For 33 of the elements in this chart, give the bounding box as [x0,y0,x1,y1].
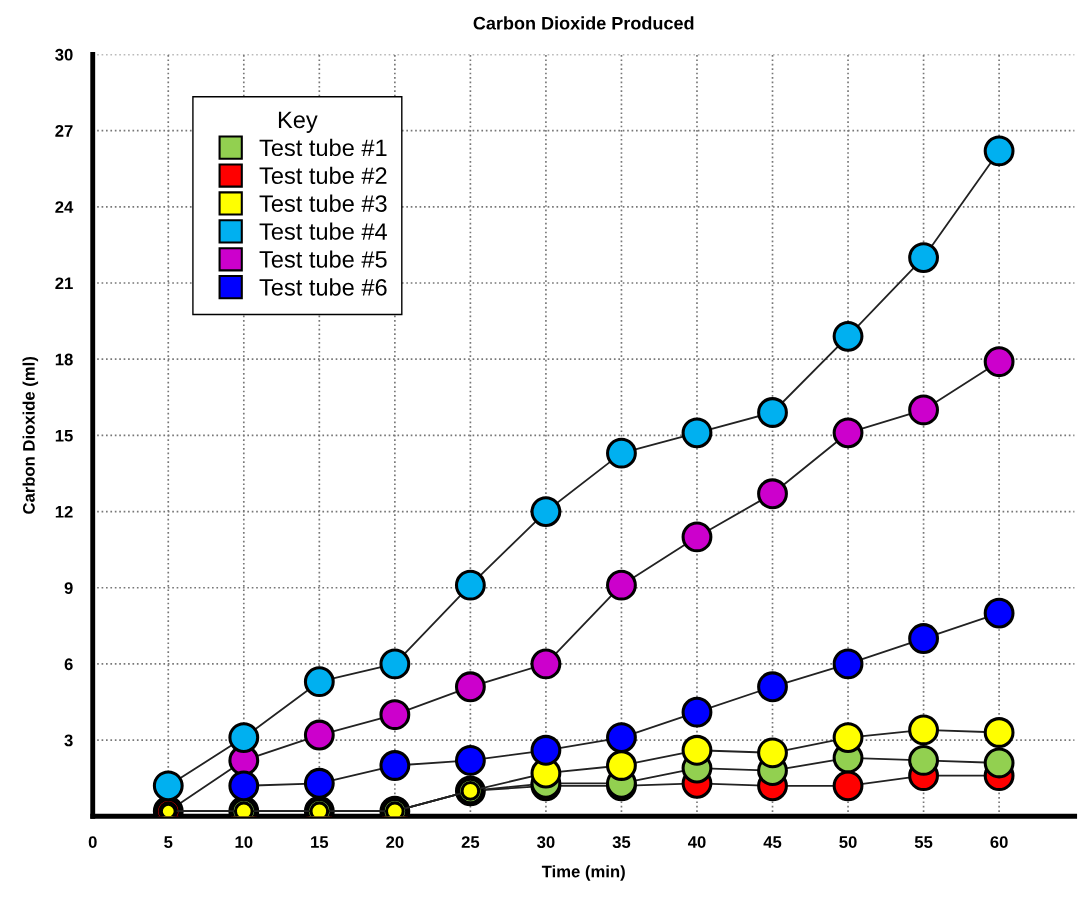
y-tick-label: 15 [55,429,73,442]
legend-label: Test tube #6 [259,278,387,296]
x-tick-label: 45 [763,836,782,848]
x-tick-label: 15 [311,836,329,848]
x-tick-label: 5 [164,836,173,848]
x-tick-label: 35 [612,836,631,849]
x-tick-label: 30 [537,836,555,849]
legend-label: Test tube #4 [259,222,387,240]
y-tick-label: 9 [64,582,73,594]
y-tick-label: 21 [55,277,73,290]
legend-label: Test tube #1 [259,138,387,157]
x-axis-title: Time (min) [541,865,625,881]
y-axis-title: Carbon Dioxide (ml) [22,357,39,514]
x-tick-label: 20 [386,836,404,848]
y-tick-label: 18 [55,353,73,366]
x-tick-label: 60 [990,836,1008,848]
legend-label: Test tube #3 [259,194,387,212]
x-tick-label: 10 [235,836,253,848]
legend-label: Test tube #2 [259,166,387,185]
y-tick-label: 24 [55,201,74,213]
x-tick-label: 40 [687,836,706,848]
y-tick-label: 30 [55,48,73,61]
y-tick-label: 27 [55,125,73,137]
x-tick-label: 0 [88,836,97,848]
y-tick-label: 6 [64,658,73,671]
y-tick-label: 3 [64,734,73,747]
chart-title: Carbon Dioxide Produced [473,16,694,30]
x-tick-label: 50 [839,836,857,848]
legend-title: Key [278,111,318,133]
y-tick-label: 12 [55,505,73,518]
x-tick-label: 25 [461,836,480,848]
legend-label: Test tube #5 [259,250,387,268]
x-tick-label: 55 [914,836,933,848]
